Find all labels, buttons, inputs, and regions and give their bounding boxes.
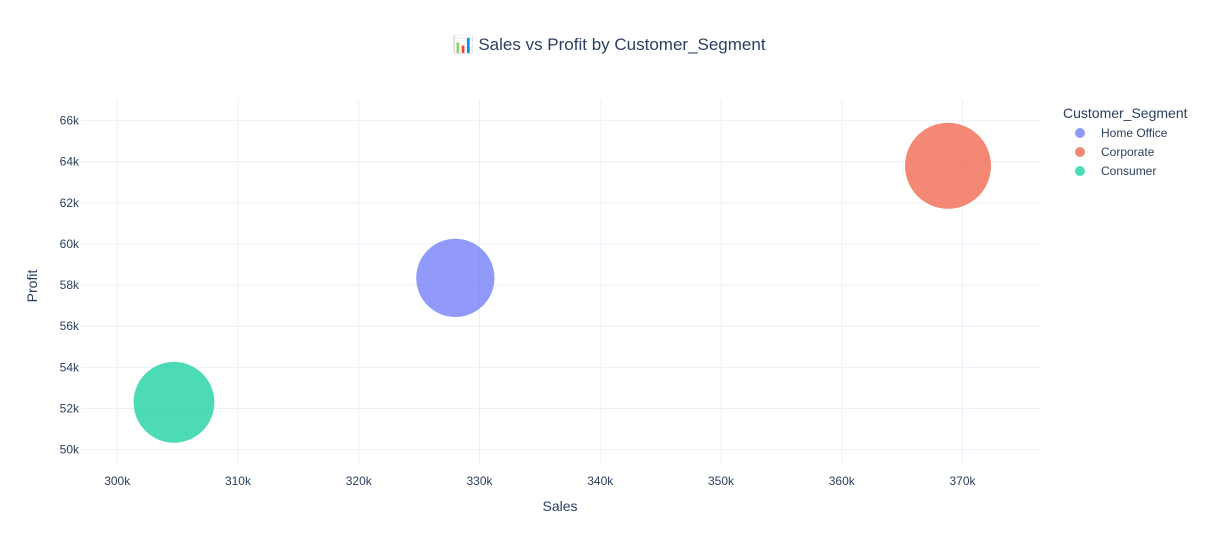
y-tick-label: 64k: [60, 155, 80, 169]
legend-marker: [1075, 128, 1085, 138]
x-tick-label: 350k: [708, 474, 735, 488]
legend-marker: [1075, 147, 1085, 157]
y-tick-label: 56k: [60, 319, 80, 333]
x-tick-label: 330k: [466, 474, 493, 488]
x-tick-label: 360k: [829, 474, 856, 488]
legend-label: Home Office: [1101, 126, 1168, 140]
x-tick-label: 310k: [225, 474, 252, 488]
y-tick-label: 60k: [60, 237, 80, 251]
legend-items: Home Office Corporate Consumer: [1075, 126, 1168, 178]
x-tick-label: 340k: [587, 474, 614, 488]
x-tick-label: 300k: [104, 474, 131, 488]
y-tick-label: 52k: [60, 401, 80, 415]
y-tick-label: 50k: [60, 443, 80, 457]
y-tick-label: 62k: [60, 196, 80, 210]
legend: Customer_Segment Home Office Corporate Con…: [1063, 105, 1188, 178]
data-point-corporate[interactable]: [905, 122, 992, 209]
legend-item-home-office[interactable]: Home Office: [1075, 126, 1168, 140]
legend-marker: [1075, 166, 1085, 176]
data-point-consumer[interactable]: [133, 361, 215, 443]
data-point-home-office[interactable]: [416, 238, 495, 318]
y-axis-title: Profit: [24, 270, 40, 303]
y-tick-label: 54k: [60, 360, 80, 374]
chart-title: 📊 Sales vs Profit by Customer_Segment: [452, 34, 765, 54]
point-layer: [133, 122, 992, 443]
x-tick-label: 370k: [949, 474, 976, 488]
legend-label: Consumer: [1101, 164, 1156, 178]
legend-title: Customer_Segment: [1063, 105, 1188, 121]
x-tick-label: 320k: [346, 474, 373, 488]
y-tick-label: 58k: [60, 278, 80, 292]
x-axis-title: Sales: [542, 498, 577, 514]
grid-layer: [81, 100, 1041, 464]
tick-layer: 300k 310k 320k 330k 340k 350k 360k 370k 50k 52k 54…: [60, 114, 977, 488]
legend-item-consumer[interactable]: Consumer: [1075, 164, 1156, 178]
y-tick-label: 66k: [60, 114, 80, 128]
legend-label: Corporate: [1101, 145, 1155, 159]
legend-item-corporate[interactable]: Corporate: [1075, 145, 1155, 159]
